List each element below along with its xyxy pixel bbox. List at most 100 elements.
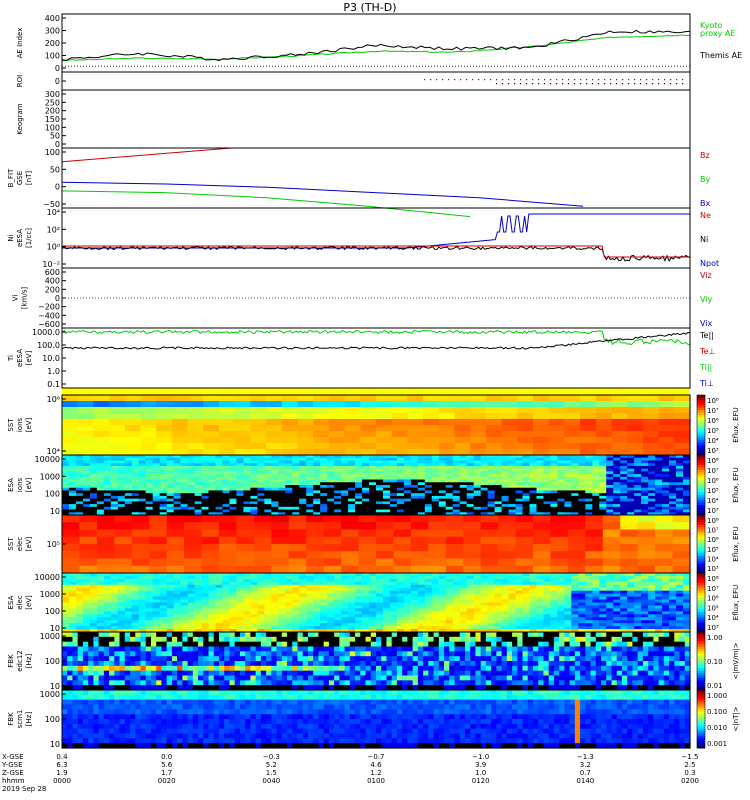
spectro-cell xyxy=(271,506,279,511)
spectro-cell xyxy=(655,522,674,531)
spectro-cell xyxy=(222,485,231,489)
spectro-cell xyxy=(470,395,487,402)
spectro-cell xyxy=(140,401,157,408)
spectro-cell xyxy=(140,431,157,438)
spectro-cell xyxy=(166,590,175,595)
spectro-cell xyxy=(348,578,356,583)
spectro-cell xyxy=(180,587,189,592)
spectro-cell xyxy=(557,581,565,586)
spectro-cell xyxy=(620,590,628,595)
spectro-cell xyxy=(152,482,161,486)
spectro-cell xyxy=(79,544,98,552)
spectro-cell xyxy=(557,596,565,601)
spectro-cell xyxy=(150,656,157,662)
spectro-cell xyxy=(473,512,482,516)
spectro-cell xyxy=(344,425,361,432)
spectro-cell xyxy=(508,455,517,459)
spectro-cell xyxy=(93,401,110,408)
spectro-cell xyxy=(362,465,370,470)
spectro-cell xyxy=(634,487,642,492)
spectro-cell xyxy=(578,479,586,483)
spectro-cell xyxy=(82,460,91,464)
spectro-cell xyxy=(655,482,663,486)
spectro-cell xyxy=(543,479,552,483)
spectro-cell xyxy=(264,620,272,624)
spectro-cell xyxy=(229,490,238,494)
spectro-cell xyxy=(327,463,335,467)
spectro-cell xyxy=(599,623,607,627)
spectro-cell xyxy=(676,493,684,497)
spectro-cell xyxy=(648,487,656,492)
spectro-cell xyxy=(585,474,593,478)
spectro-cell xyxy=(529,465,538,470)
spectro-cell xyxy=(159,506,168,511)
spectro-cell xyxy=(403,602,412,607)
spectro-cell xyxy=(215,512,224,516)
spectro-cell xyxy=(245,641,251,648)
spectro-cell xyxy=(62,544,81,552)
spectro-cell xyxy=(266,680,272,686)
spectro-cell xyxy=(236,605,245,609)
spectro-cell xyxy=(362,490,370,494)
spectro-cell xyxy=(515,629,524,633)
spectro-cell xyxy=(613,608,621,612)
spectro-cell xyxy=(676,599,684,604)
spectro-cell xyxy=(494,575,503,580)
spectro-cell xyxy=(389,463,398,467)
spectro-cell xyxy=(93,632,100,638)
spectro-cell xyxy=(459,512,468,516)
spectro-cell xyxy=(327,608,335,612)
spectro-cell xyxy=(627,501,635,505)
spectro-cell xyxy=(648,623,656,627)
spectro-cell xyxy=(466,602,475,607)
spectro-cell xyxy=(473,460,482,464)
spectro-cell xyxy=(77,665,84,672)
spectro-cell xyxy=(62,490,70,494)
spectro-cell xyxy=(145,465,154,470)
spectro-cell xyxy=(567,558,586,567)
spectro-cell xyxy=(662,605,670,609)
spectro-cell xyxy=(508,605,517,609)
spectro-cell xyxy=(208,632,215,638)
spectro-cell xyxy=(487,506,496,511)
spectro-cell xyxy=(313,425,330,432)
spectro-cell xyxy=(82,590,91,595)
spectro-cell xyxy=(571,498,579,502)
spectro-cell xyxy=(522,460,531,464)
spectro-cell xyxy=(655,617,663,621)
spectro-cell xyxy=(683,455,691,459)
spectro-cell xyxy=(578,457,586,462)
spectro-cell xyxy=(173,457,182,462)
spectro-cell xyxy=(396,463,405,467)
spectro-cell xyxy=(501,501,510,505)
spectro-cell xyxy=(194,587,203,592)
spectro-cell xyxy=(355,479,363,483)
spectro-cell xyxy=(662,485,670,489)
spectro-cell xyxy=(376,482,384,486)
spectro-cell xyxy=(550,485,559,489)
spectro-cell xyxy=(77,443,94,450)
spectro-cell xyxy=(271,646,278,652)
spectro-cell xyxy=(606,590,614,595)
spectro-cell xyxy=(648,485,656,489)
spectro-cell xyxy=(203,443,220,450)
spectro-cell xyxy=(494,495,503,500)
spectro-cell xyxy=(124,487,133,492)
spectro-cell xyxy=(103,487,112,492)
spectro-cell xyxy=(180,498,189,502)
spectro-cell xyxy=(245,656,251,662)
spectro-cell xyxy=(77,437,94,444)
spectro-cell xyxy=(452,506,461,511)
spectro-cell xyxy=(655,605,663,609)
spectro-cell xyxy=(236,575,245,580)
spectro-cell xyxy=(655,593,663,598)
spectro-cell xyxy=(557,602,565,607)
spectro-cell xyxy=(515,558,534,567)
spectro-cell xyxy=(533,443,550,450)
spectro-cell xyxy=(501,581,510,586)
spectro-cell xyxy=(257,593,265,598)
spectro-cell xyxy=(669,596,677,601)
spectro-cell xyxy=(389,573,398,577)
spectro-cell xyxy=(533,437,550,444)
spectro-cell xyxy=(140,632,147,638)
